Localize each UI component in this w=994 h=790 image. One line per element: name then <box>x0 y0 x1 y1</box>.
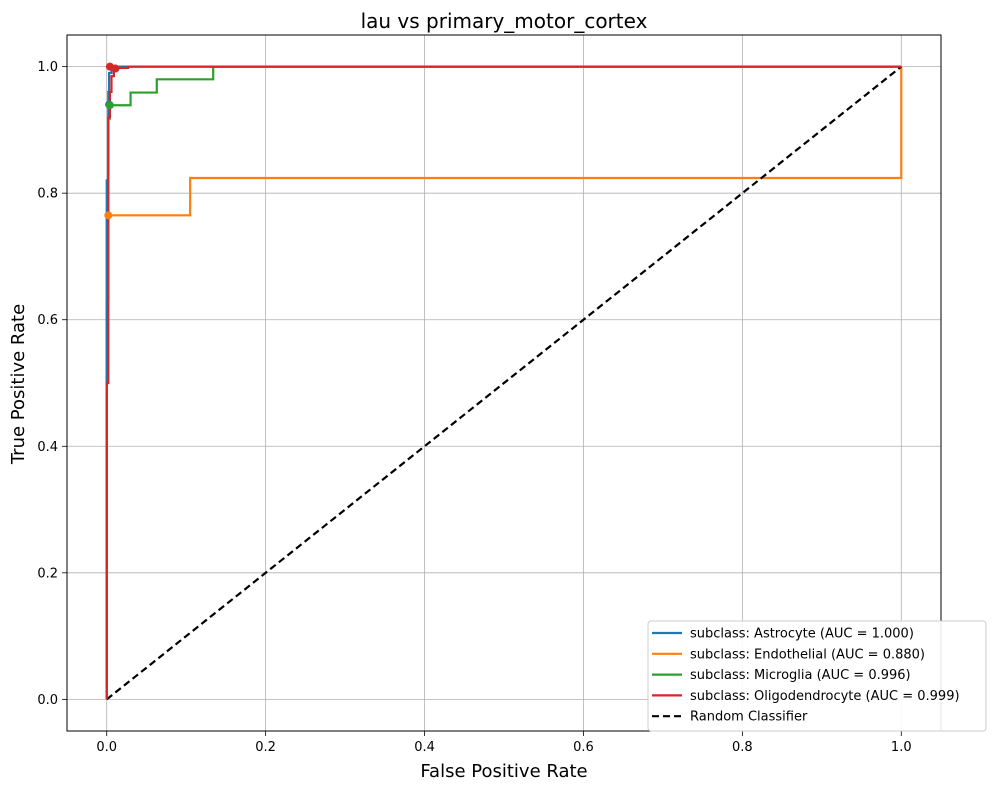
axis-ticks: 0.0 0.2 0.4 0.6 0.8 1.0 0.0 0.2 0.4 0.6 0.8 1.0 <box>37 60 911 755</box>
legend-entry: subclass: Oligodendrocyte (AUC = 0.999) <box>690 689 960 704</box>
x-tick-label: 0.4 <box>414 740 435 755</box>
x-tick-label: 0.6 <box>573 740 594 755</box>
legend-entry: subclass: Astrocyte (AUC = 1.000) <box>690 627 914 642</box>
y-tick-label: 0.4 <box>37 440 58 455</box>
y-tick-label: 0.2 <box>37 566 58 581</box>
y-axis-label: True Positive Rate <box>8 304 29 465</box>
series-layer <box>104 62 903 701</box>
x-tick-label: 0.8 <box>732 740 753 755</box>
y-tick-label: 1.0 <box>37 60 58 75</box>
chart-title: lau vs primary_motor_cortex <box>361 9 648 33</box>
y-tick-label: 0.8 <box>37 187 58 202</box>
series-line-3 <box>105 65 902 700</box>
legend-entry: subclass: Endothelial (AUC = 0.880) <box>690 647 925 662</box>
legend-box <box>647 620 987 732</box>
series-marker-3 <box>111 64 120 73</box>
legend-entry: subclass: Microglia (AUC = 0.996) <box>690 668 911 683</box>
y-tick-label: 0.0 <box>37 693 58 708</box>
series-marker-2 <box>105 101 114 110</box>
legend: subclass: Astrocyte (AUC = 1.000) subclas… <box>647 620 987 732</box>
y-tick-label: 0.6 <box>37 313 58 328</box>
x-tick-label: 0.2 <box>255 740 276 755</box>
x-axis-label: False Positive Rate <box>420 761 587 782</box>
series-marker-1 <box>104 211 113 220</box>
series-line-4 <box>106 65 902 701</box>
x-tick-label: 0.0 <box>96 740 117 755</box>
legend-entry: Random Classifier <box>690 710 808 725</box>
x-tick-label: 1.0 <box>891 740 912 755</box>
plot-frame <box>66 34 942 732</box>
